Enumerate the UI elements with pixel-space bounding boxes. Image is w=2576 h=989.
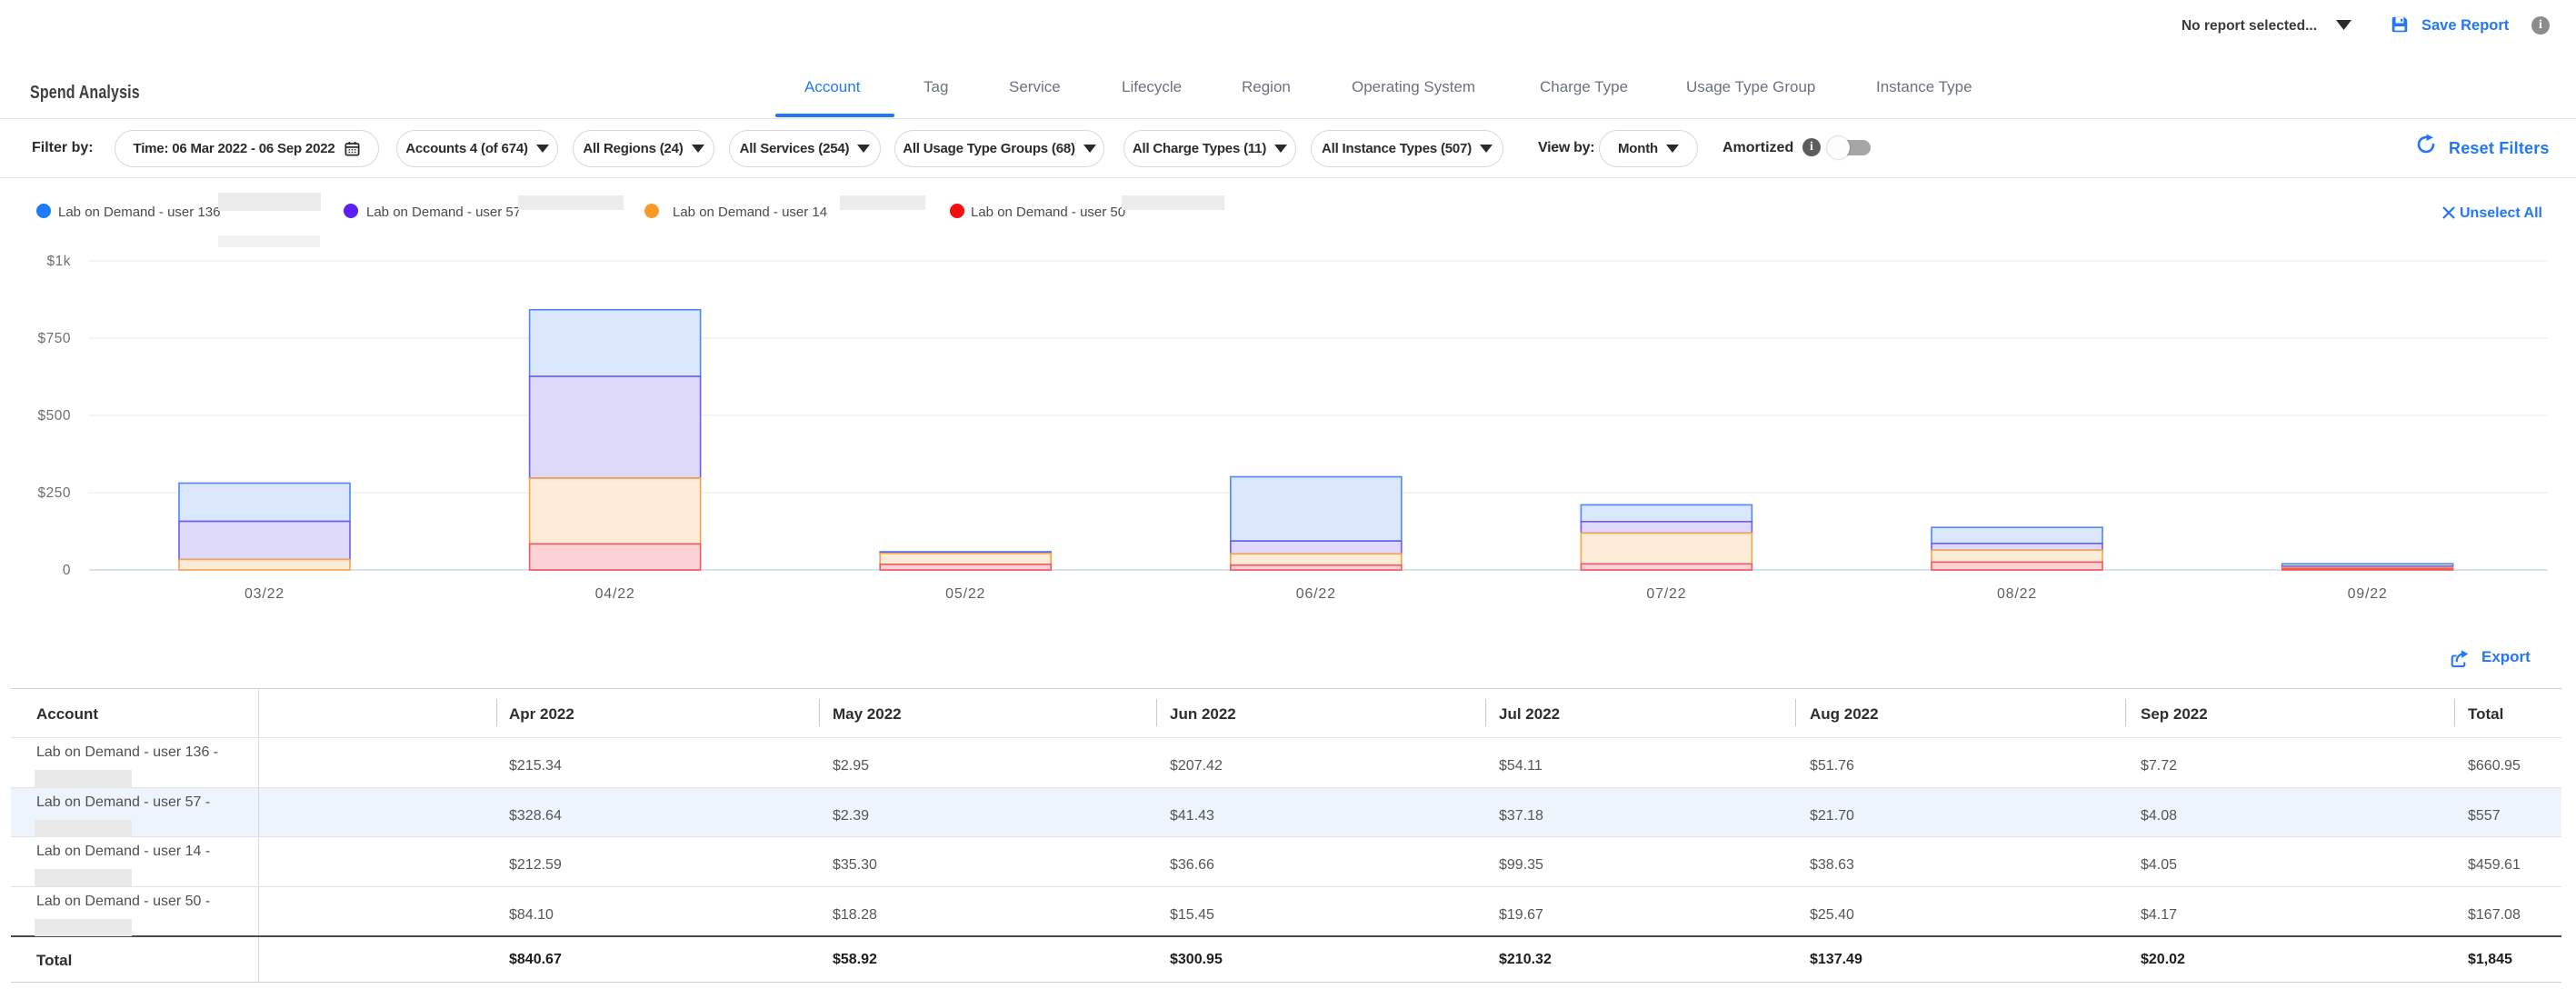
svg-text:0: 0 xyxy=(63,563,71,578)
svg-text:07/22: 07/22 xyxy=(1646,586,1686,602)
svg-text:05/22: 05/22 xyxy=(945,586,985,602)
svg-text:$750: $750 xyxy=(38,331,71,346)
svg-text:$500: $500 xyxy=(38,408,71,424)
svg-text:$250: $250 xyxy=(38,485,71,501)
svg-text:08/22: 08/22 xyxy=(1997,586,2037,602)
svg-text:03/22: 03/22 xyxy=(245,586,285,602)
svg-text:09/22: 09/22 xyxy=(2348,586,2388,602)
svg-text:06/22: 06/22 xyxy=(1296,586,1336,602)
svg-text:$1k: $1k xyxy=(47,254,72,269)
svg-text:04/22: 04/22 xyxy=(595,586,635,602)
